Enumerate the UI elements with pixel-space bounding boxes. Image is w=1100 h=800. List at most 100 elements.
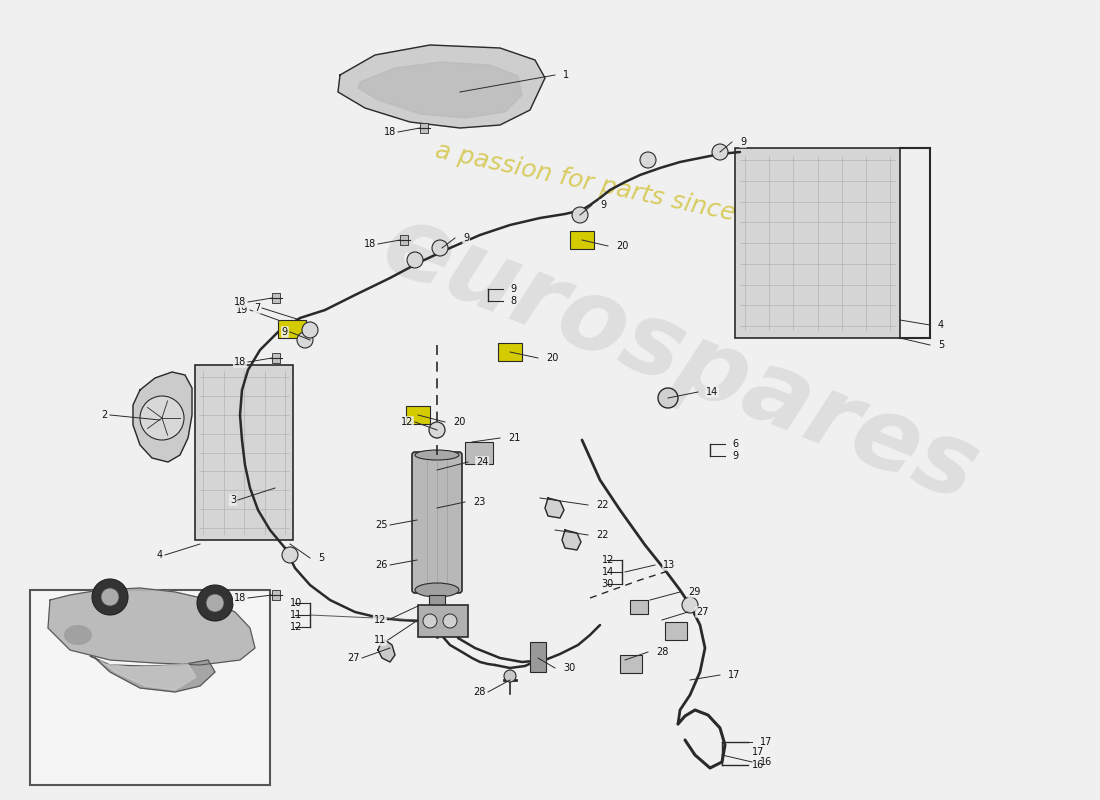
Polygon shape — [544, 498, 564, 518]
Text: 1: 1 — [563, 70, 569, 80]
Bar — [735, 148, 900, 338]
Text: 16: 16 — [752, 760, 764, 770]
Circle shape — [92, 579, 128, 615]
Text: 7: 7 — [254, 303, 260, 313]
Text: 20: 20 — [453, 417, 465, 427]
Text: 4: 4 — [938, 320, 944, 330]
Text: 18: 18 — [384, 127, 396, 137]
Ellipse shape — [64, 625, 92, 645]
Bar — [272, 590, 280, 600]
Bar — [272, 293, 280, 303]
Text: 3: 3 — [230, 495, 236, 505]
Circle shape — [101, 588, 119, 606]
Circle shape — [197, 585, 233, 621]
Text: 10: 10 — [289, 598, 302, 608]
Circle shape — [640, 152, 656, 168]
Circle shape — [140, 396, 184, 440]
Text: 9: 9 — [510, 284, 516, 294]
Text: 28: 28 — [474, 687, 486, 697]
Polygon shape — [378, 640, 395, 662]
Circle shape — [407, 252, 424, 268]
Bar — [498, 343, 522, 361]
Text: 22: 22 — [596, 530, 608, 540]
Circle shape — [429, 422, 446, 438]
Bar — [272, 353, 280, 363]
Text: 2: 2 — [101, 410, 108, 420]
Text: 6: 6 — [732, 439, 738, 449]
Text: eurospares: eurospares — [368, 197, 991, 523]
Text: 25: 25 — [375, 520, 388, 530]
Text: 30: 30 — [602, 579, 614, 589]
Text: 16: 16 — [760, 757, 772, 767]
Text: 20: 20 — [546, 353, 559, 363]
Ellipse shape — [415, 583, 459, 597]
Text: 22: 22 — [596, 500, 608, 510]
Text: 14: 14 — [706, 387, 718, 397]
Text: 13: 13 — [663, 560, 675, 570]
Text: 24: 24 — [476, 457, 488, 467]
Polygon shape — [90, 656, 214, 692]
Text: 29: 29 — [688, 587, 701, 597]
Circle shape — [282, 547, 298, 563]
Circle shape — [297, 332, 313, 348]
Text: 12: 12 — [289, 622, 302, 632]
Circle shape — [682, 597, 698, 613]
Bar — [630, 600, 648, 614]
Text: 19: 19 — [235, 305, 248, 315]
Text: 18: 18 — [364, 239, 376, 249]
Text: a passion for parts since 1985: a passion for parts since 1985 — [432, 139, 807, 241]
Circle shape — [658, 388, 678, 408]
Text: 5: 5 — [318, 553, 324, 563]
Bar — [570, 231, 594, 249]
Bar — [465, 442, 493, 464]
Bar — [530, 642, 546, 672]
Bar — [420, 123, 428, 133]
Text: 17: 17 — [728, 670, 740, 680]
Polygon shape — [358, 62, 522, 118]
Circle shape — [302, 322, 318, 338]
Polygon shape — [562, 530, 581, 550]
Circle shape — [432, 240, 448, 256]
Text: 20: 20 — [616, 241, 628, 251]
Text: 27: 27 — [348, 653, 360, 663]
Polygon shape — [48, 588, 255, 665]
Text: 12: 12 — [374, 615, 386, 625]
Polygon shape — [100, 660, 196, 690]
Text: 9: 9 — [463, 233, 469, 243]
Text: 17: 17 — [760, 737, 772, 747]
Circle shape — [712, 144, 728, 160]
Bar — [620, 655, 642, 673]
Bar — [418, 605, 468, 637]
Text: 5: 5 — [938, 340, 944, 350]
Text: 9: 9 — [600, 200, 606, 210]
Text: 18: 18 — [233, 297, 246, 307]
Text: 21: 21 — [508, 433, 520, 443]
Text: 12: 12 — [400, 417, 412, 427]
Bar — [400, 235, 408, 245]
Text: 11: 11 — [374, 635, 386, 645]
Bar — [406, 406, 430, 424]
Circle shape — [504, 670, 516, 682]
Circle shape — [443, 614, 456, 628]
Polygon shape — [133, 372, 192, 462]
Text: 12: 12 — [602, 555, 614, 565]
Text: 11: 11 — [289, 610, 302, 620]
Bar — [666, 622, 688, 640]
Ellipse shape — [415, 450, 459, 460]
Circle shape — [424, 614, 437, 628]
Polygon shape — [338, 45, 544, 128]
Circle shape — [572, 207, 588, 223]
Circle shape — [206, 594, 224, 612]
Text: 18: 18 — [233, 357, 246, 367]
Text: 30: 30 — [563, 663, 575, 673]
Text: 18: 18 — [233, 593, 246, 603]
Bar — [195, 365, 293, 540]
Text: 27: 27 — [696, 607, 708, 617]
Text: 17: 17 — [752, 747, 764, 757]
Text: 28: 28 — [656, 647, 669, 657]
Text: 8: 8 — [510, 296, 516, 306]
Text: 4: 4 — [157, 550, 163, 560]
Bar — [30, 590, 270, 785]
Text: 23: 23 — [473, 497, 485, 507]
Text: 9: 9 — [282, 327, 288, 337]
